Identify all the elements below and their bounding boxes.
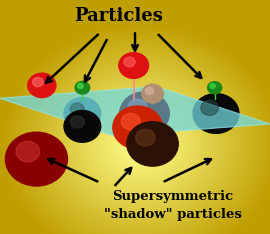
Circle shape (77, 84, 83, 88)
Circle shape (127, 122, 178, 166)
Circle shape (75, 81, 90, 94)
Circle shape (70, 116, 84, 128)
Circle shape (33, 77, 43, 87)
Circle shape (210, 84, 215, 88)
Circle shape (119, 53, 148, 78)
Circle shape (120, 92, 169, 135)
Circle shape (136, 129, 155, 146)
Circle shape (146, 88, 154, 95)
Circle shape (70, 103, 84, 115)
Circle shape (128, 99, 147, 116)
Text: "shadow" particles: "shadow" particles (104, 208, 242, 221)
Circle shape (121, 113, 140, 130)
Circle shape (201, 100, 218, 115)
Circle shape (142, 84, 163, 103)
Circle shape (5, 132, 68, 186)
Circle shape (64, 98, 101, 129)
Circle shape (64, 110, 101, 142)
Circle shape (113, 106, 163, 149)
Circle shape (124, 57, 135, 67)
Text: Supersymmetric: Supersymmetric (112, 190, 233, 203)
Circle shape (193, 94, 239, 133)
Circle shape (208, 82, 222, 94)
Circle shape (28, 73, 56, 98)
Polygon shape (0, 87, 270, 136)
Circle shape (16, 141, 39, 162)
Text: Particles: Particles (74, 7, 163, 25)
